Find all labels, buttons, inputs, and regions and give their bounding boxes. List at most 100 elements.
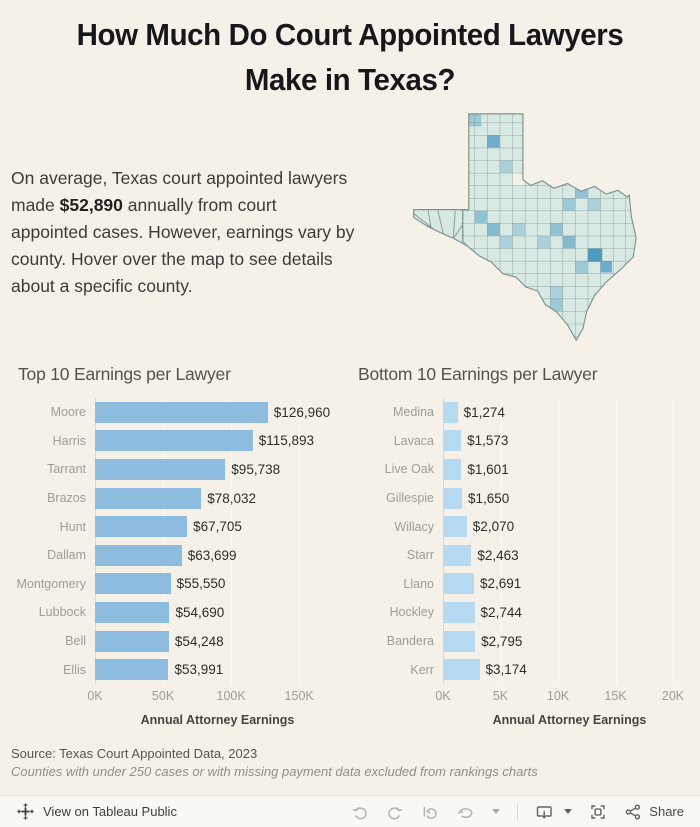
earnings-bar[interactable] <box>95 458 226 480</box>
earnings-bar[interactable] <box>443 573 474 595</box>
bar-plot: Medina $1,274 Lavaca $1,573 Live Oak $1,601 Gi… <box>350 398 700 684</box>
earnings-bar[interactable] <box>95 544 182 566</box>
bar-rows: Moore $126,960 Harris $115,893 Tarrant $95,73… <box>0 398 350 684</box>
bar-value-label: $54,690 <box>175 604 225 620</box>
earnings-bar[interactable] <box>95 401 268 423</box>
x-axis-title: Annual Attorney Earnings <box>492 713 647 727</box>
bar-value-label: $1,650 <box>467 490 510 506</box>
earnings-bar[interactable] <box>95 487 202 509</box>
earnings-bar[interactable] <box>443 401 458 423</box>
earnings-bar[interactable] <box>443 630 476 652</box>
undo-icon[interactable] <box>351 803 369 821</box>
bar-value-label: $78,032 <box>207 490 257 506</box>
bar-value-label: $2,691 <box>479 576 522 592</box>
redo-icon[interactable] <box>386 803 404 821</box>
exclusion-note-text: Counties with under 250 cases or with mi… <box>11 764 538 779</box>
bar-value-label: $3,174 <box>485 662 527 678</box>
source-text: Source: Texas Court Appointed Data, 2023 <box>11 746 258 761</box>
earnings-bar[interactable] <box>95 516 188 538</box>
earnings-bar[interactable] <box>443 659 480 681</box>
gridline <box>443 398 444 684</box>
bar-row: Starr $2,463 <box>350 541 700 570</box>
gridlines <box>350 398 700 684</box>
bar-value-label: $53,991 <box>174 662 224 678</box>
county-label: Montgomery <box>16 576 86 591</box>
earnings-bar[interactable] <box>443 601 475 623</box>
refresh-icon[interactable] <box>456 803 475 821</box>
county-label: Lubbock <box>38 605 86 620</box>
county-label: Live Oak <box>384 462 434 477</box>
page-title: How Much Do Court Appointed Lawyers Make… <box>76 17 624 97</box>
gridline <box>95 398 96 684</box>
intro-highlight: $52,890 <box>59 194 123 215</box>
county-label: Medina <box>393 405 434 420</box>
axis-tick-label: 0K <box>87 689 103 703</box>
bar-row: Gillespie $1,650 <box>350 484 700 513</box>
axis-tick-label: 50K <box>151 689 175 703</box>
gridline <box>500 398 502 684</box>
bar-value-label: $2,070 <box>472 519 515 535</box>
county-label: Dallam <box>47 548 86 563</box>
share-label: Share <box>649 804 684 819</box>
county-label: Willacy <box>394 519 434 534</box>
earnings-bar[interactable] <box>443 430 462 452</box>
bottom10-earnings-chart: Bottom 10 Earnings per Lawyer Medina $1,2… <box>350 360 700 742</box>
earnings-bar[interactable] <box>95 573 171 595</box>
toolbar-divider <box>517 802 519 821</box>
chart-title: Bottom 10 Earnings per Lawyer <box>358 364 598 384</box>
texas-map-svg <box>413 113 637 342</box>
earnings-bar[interactable] <box>95 430 253 452</box>
gridline <box>673 398 674 684</box>
replay-icon[interactable] <box>421 803 439 821</box>
county-label: Bell <box>65 634 86 649</box>
bar-row: Montgomery $55,550 <box>0 570 350 599</box>
earnings-bar[interactable] <box>443 544 472 566</box>
view-on-tableau-public-label: View on Tableau Public <box>43 804 177 819</box>
fullscreen-icon[interactable] <box>589 803 607 821</box>
earnings-bar[interactable] <box>443 458 462 480</box>
bar-row: Live Oak $1,601 <box>350 455 700 484</box>
texas-county-map[interactable] <box>398 110 644 346</box>
download-icon[interactable] <box>535 803 573 821</box>
x-axis-ticks: 0K 50K 100K 150K <box>0 689 350 705</box>
share-button[interactable]: Share <box>624 803 684 821</box>
bar-row: Lubbock $54,690 <box>0 598 350 627</box>
bar-value-label: $63,699 <box>187 547 237 563</box>
history-dropdown-caret-icon[interactable] <box>492 809 501 814</box>
earnings-bar[interactable] <box>95 630 169 652</box>
bar-row: Moore $126,960 <box>0 398 350 427</box>
tableau-logo-icon <box>17 803 34 820</box>
earnings-bar[interactable] <box>95 601 170 623</box>
earnings-bar[interactable] <box>95 659 169 681</box>
county-label: Hockley <box>389 605 434 620</box>
county-label: Ellis <box>63 662 86 677</box>
bar-row: Tarrant $95,738 <box>0 455 350 484</box>
gridline <box>163 398 165 684</box>
county-label: Moore <box>50 405 86 420</box>
bar-value-label: $95,738 <box>231 461 281 477</box>
county-label: Bandera <box>386 634 434 649</box>
bar-value-label: $2,795 <box>481 633 523 649</box>
county-label: Hunt <box>59 519 86 534</box>
gridline <box>299 398 301 684</box>
county-label: Kerr <box>410 662 434 677</box>
bar-row: Dallam $63,699 <box>0 541 350 570</box>
bar-row: Bandera $2,795 <box>350 627 700 656</box>
x-axis-title: Annual Attorney Earnings <box>140 713 295 727</box>
gridlines <box>0 398 350 684</box>
gridline <box>558 398 559 684</box>
earnings-bar[interactable] <box>443 516 467 538</box>
bar-value-label: $1,573 <box>467 433 509 449</box>
bar-value-label: $2,463 <box>477 547 519 563</box>
bar-row: Brazos $78,032 <box>0 484 350 513</box>
bar-row: Medina $1,274 <box>350 398 700 427</box>
county-label: Lavaca <box>393 433 434 448</box>
gridline <box>615 398 617 684</box>
earnings-bar[interactable] <box>443 487 462 509</box>
county-label: Harris <box>52 433 86 448</box>
axis-tick-label: 0K <box>435 689 451 703</box>
top10-earnings-chart: Top 10 Earnings per Lawyer Moore $126,960… <box>0 360 350 742</box>
view-on-tableau-public-link[interactable]: View on Tableau Public <box>16 802 177 821</box>
bar-row: Ellis $53,991 <box>0 655 350 684</box>
axis-tick-label: 10K <box>546 689 570 703</box>
